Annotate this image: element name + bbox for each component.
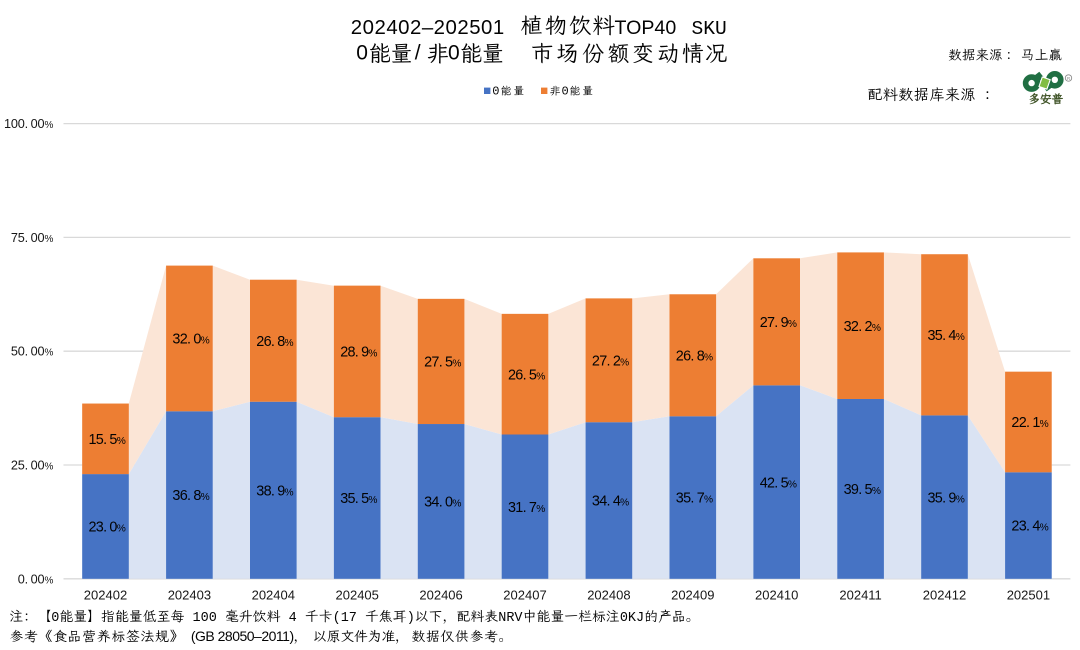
- svg-text:非: 非: [427, 36, 449, 68]
- svg-text:50.00%: 50. 00%: [11, 345, 54, 359]
- svg-text:75.00%: 75. 00%: [11, 231, 54, 245]
- svg-text:202411: 202411: [839, 588, 881, 603]
- svg-text:注：【0能量】指能量低至每 100 毫升饮料 4 千卡(17: 注：【0能量】指能量低至每 100 毫升饮料 4 千卡(17 千焦耳)以下，配料…: [10, 605, 700, 626]
- svg-text:多安普: 多安普: [1029, 90, 1064, 107]
- svg-text:202410: 202410: [755, 588, 798, 603]
- svg-text:0: 0: [562, 85, 569, 99]
- svg-text:202407: 202407: [503, 588, 546, 603]
- svg-text:202402–202501: 202402–202501: [351, 17, 505, 39]
- svg-text:0.00%: 0. 00%: [18, 572, 54, 586]
- svg-text:参考《食品营养标签法规》 (GB 28050–2011)，: 参考《食品营养标签法规》 (GB 28050–2011)， 以原文件为准， 数据仅供…: [10, 625, 514, 645]
- svg-text:配料数据库来源：: 配料数据库来源：: [867, 83, 999, 104]
- svg-text:SKU: SKU: [692, 18, 727, 40]
- svg-text:/: /: [415, 42, 421, 65]
- svg-text:100.00%: 100. 00%: [4, 117, 54, 131]
- svg-text:202408: 202408: [587, 588, 630, 603]
- svg-text:能量: 能量: [501, 83, 525, 99]
- svg-text:202409: 202409: [671, 588, 714, 603]
- svg-text:非: 非: [549, 83, 560, 99]
- svg-text:TOP40: TOP40: [615, 17, 677, 39]
- svg-text:0: 0: [356, 42, 368, 65]
- svg-text:数据来源：马上赢: 数据来源：马上赢: [948, 44, 1062, 64]
- svg-text:202402: 202402: [84, 588, 127, 603]
- svg-text:0: 0: [492, 85, 499, 99]
- svg-text:202406: 202406: [419, 588, 462, 603]
- svg-text:市场份额变动情况: 市场份额变动情况: [531, 36, 727, 68]
- svg-text:202404: 202404: [252, 588, 295, 603]
- svg-text:202501: 202501: [1007, 588, 1050, 603]
- svg-text:能量: 能量: [460, 36, 503, 68]
- svg-text:202405: 202405: [336, 588, 379, 603]
- svg-text:202412: 202412: [923, 588, 966, 603]
- svg-text:R: R: [1067, 76, 1071, 81]
- svg-text:能量: 能量: [569, 83, 593, 99]
- svg-text:能量: 能量: [369, 36, 412, 68]
- svg-text:25.00%: 25. 00%: [11, 459, 54, 473]
- svg-text:202403: 202403: [168, 588, 211, 603]
- svg-text:0: 0: [448, 42, 460, 65]
